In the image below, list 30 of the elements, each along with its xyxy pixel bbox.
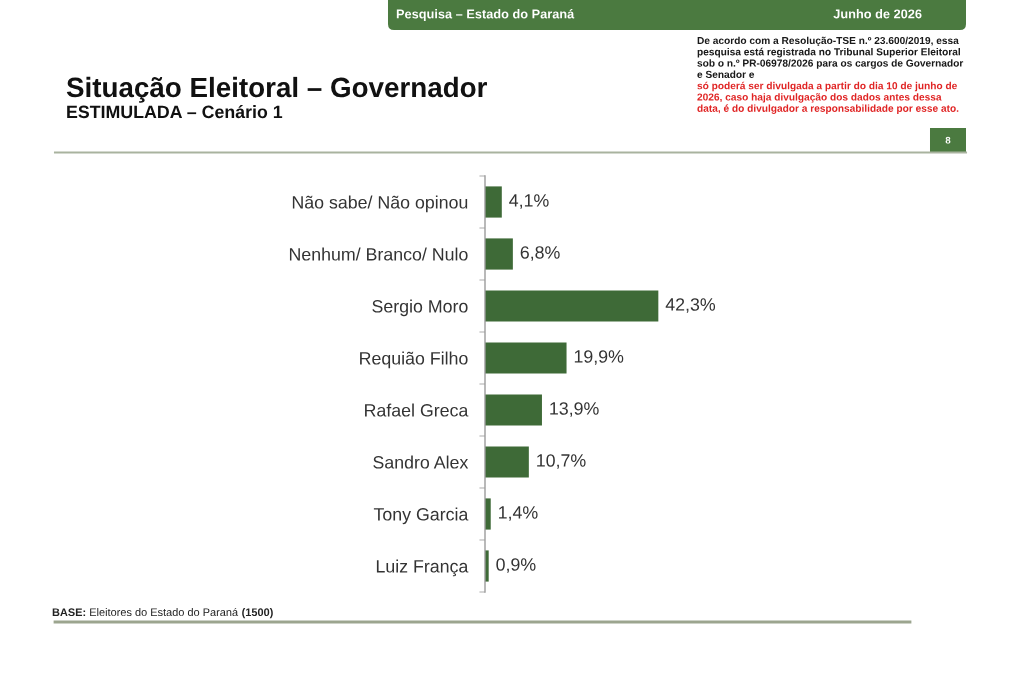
text: BASE: Eleitores do Estado do Paraná (1500): [52, 607, 273, 619]
data-label: 1,4%: [499, 506, 538, 521]
bar: [485, 446, 529, 478]
y-tick-label: Não sabe/ Não opinou: [292, 195, 468, 213]
bar: [485, 186, 502, 218]
data-label: 6,8%: [520, 246, 560, 261]
text: 8: [945, 136, 951, 144]
text: Pesquisa – Estado do Paraná: [396, 8, 575, 22]
chart-title: Situação Eleitoral – Governador: [66, 76, 488, 103]
y-tick-label: Tony Garcia: [373, 507, 469, 525]
data-label: 19,9%: [574, 350, 624, 365]
y-tick-label: Requião Filho: [360, 351, 468, 369]
bar: [485, 290, 659, 322]
y-tick-label: Sandro Alex: [373, 455, 469, 469]
text: ESTIMULADA – Cenário 1: [67, 104, 283, 119]
y-tick-label: Nenhum/ Branco/ Nulo: [289, 247, 468, 261]
data-label: 0,9%: [496, 558, 536, 573]
text: só poderá ser divulgada a partir do dia 10 de junho de 2026, caso haja divulgação dos dados antes dessa data, é do divulgador a responsabilidade por esse ato.: [697, 81, 959, 114]
bar: [485, 238, 513, 270]
text: Junho de 2026: [833, 9, 922, 19]
data-label: 4,1%: [509, 194, 549, 209]
bar: [485, 394, 542, 426]
data-label: 42,3%: [665, 298, 716, 313]
y-tick-label: Luiz França: [376, 559, 469, 577]
data-label: 10,7%: [537, 454, 586, 469]
text: De acordo com a Resolução-TSE n.º 23.600/2019, essa pesquisa está registrada no Tribunal Superior Eleitoral sob o n.º PR-06978/2026 para os cargos de Governador e Senador e: [697, 36, 964, 78]
y-tick-label: Rafael Greca: [365, 403, 469, 417]
bar: [485, 342, 567, 374]
y-tick-label: Sergio Moro: [372, 299, 468, 317]
data-label: 13,9%: [550, 402, 599, 417]
